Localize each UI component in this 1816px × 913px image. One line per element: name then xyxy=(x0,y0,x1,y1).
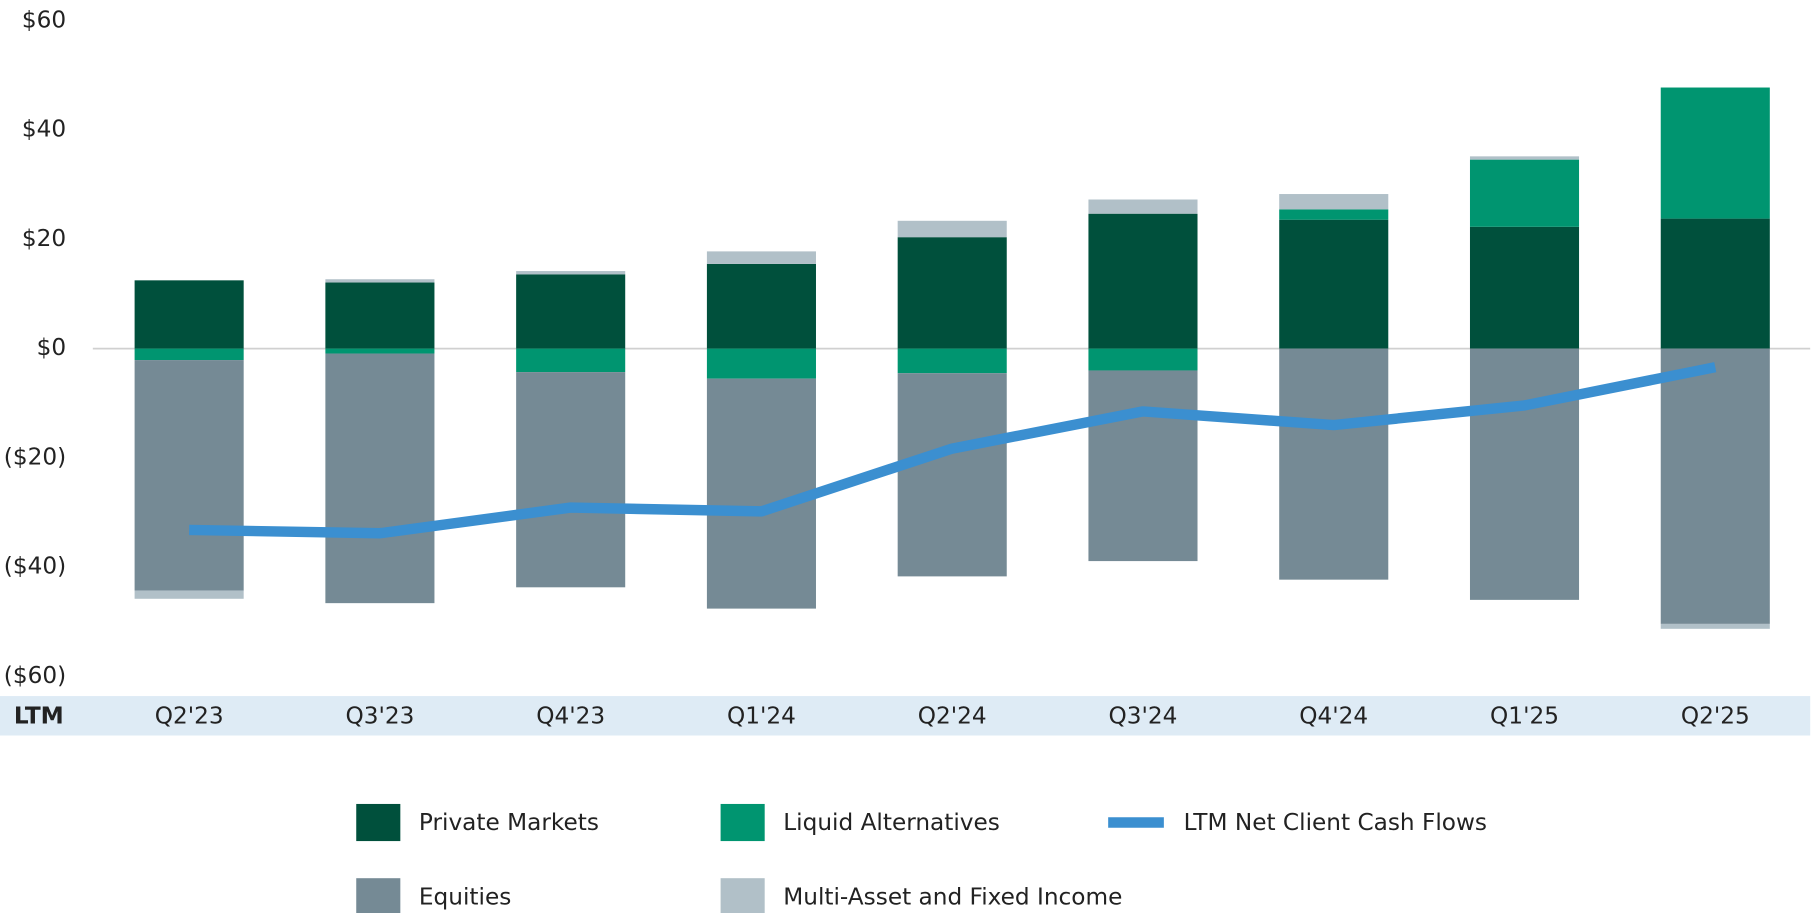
x-axis-band xyxy=(0,696,1811,736)
line-series xyxy=(189,362,1717,539)
x-tick-label: Q2'24 xyxy=(918,702,987,729)
bar-segment xyxy=(897,373,1007,577)
bar-segment xyxy=(706,263,816,349)
bar-segment xyxy=(325,279,435,283)
legend-label: Private Markets xyxy=(419,809,599,836)
y-tick-label: $0 xyxy=(37,334,67,361)
x-tick-label: Q3'24 xyxy=(1109,702,1178,729)
bar-segment xyxy=(897,237,1007,349)
bar-segment xyxy=(706,251,816,264)
y-tick-label: $60 xyxy=(22,6,66,33)
x-tick-label: Q1'25 xyxy=(1490,702,1559,729)
legend-swatch xyxy=(356,878,401,913)
bar-segment xyxy=(134,348,244,361)
bar-segment xyxy=(1088,199,1198,214)
legend-swatch xyxy=(720,803,765,842)
y-tick-label: $20 xyxy=(22,225,66,252)
x-axis-label: LTM xyxy=(14,702,64,729)
legend-label: Multi-Asset and Fixed Income xyxy=(783,883,1122,910)
legend-swatch xyxy=(720,878,765,913)
bar-segment xyxy=(516,271,626,275)
bar-segment xyxy=(897,220,1007,238)
bar-segment xyxy=(325,348,435,354)
y-tick-label: ($20) xyxy=(4,443,66,470)
y-tick-label: ($40) xyxy=(4,553,66,580)
x-tick-label: Q4'23 xyxy=(536,702,605,729)
bar-segment xyxy=(1279,219,1389,349)
bar-segment xyxy=(1469,226,1580,349)
legend-label: Liquid Alternatives xyxy=(783,809,1000,836)
bar-segment xyxy=(134,280,244,349)
legend-swatch xyxy=(356,803,401,842)
bar-segment xyxy=(325,353,435,604)
bar-segment xyxy=(1660,348,1770,624)
bar-segment xyxy=(1279,194,1389,210)
bar-segment xyxy=(325,282,435,349)
x-tick-label: Q2'23 xyxy=(155,702,224,729)
y-tick-label: $40 xyxy=(22,116,66,143)
bar-segment xyxy=(516,348,626,373)
bar-segment xyxy=(706,378,816,609)
x-tick-label: Q1'24 xyxy=(727,702,796,729)
x-tick-label: Q4'24 xyxy=(1299,702,1368,729)
bar-segment xyxy=(1088,348,1198,371)
bar-segment xyxy=(1279,209,1389,220)
bar-segment xyxy=(516,274,626,349)
legend-label: LTM Net Client Cash Flows xyxy=(1184,809,1487,836)
x-tick-label: Q3'23 xyxy=(345,702,414,729)
bar-segment xyxy=(1279,348,1389,580)
bar-segment xyxy=(1469,156,1580,160)
bar-segment xyxy=(1660,623,1770,629)
bar-segment xyxy=(134,360,244,591)
legend-label: Equities xyxy=(419,883,511,910)
bar-segment xyxy=(516,372,626,588)
bar-segment xyxy=(1088,370,1198,562)
y-tick-label: ($60) xyxy=(4,662,66,689)
x-tick-label: Q2'25 xyxy=(1681,702,1750,729)
bar-segment xyxy=(706,348,816,379)
bar-segment xyxy=(1469,348,1580,600)
bar-segment xyxy=(897,348,1007,374)
bar-segment xyxy=(1088,213,1198,349)
bar-segment xyxy=(1660,87,1770,219)
bar-segment xyxy=(134,590,244,599)
bar-segment xyxy=(1660,218,1770,349)
bar-segment xyxy=(1469,159,1580,227)
